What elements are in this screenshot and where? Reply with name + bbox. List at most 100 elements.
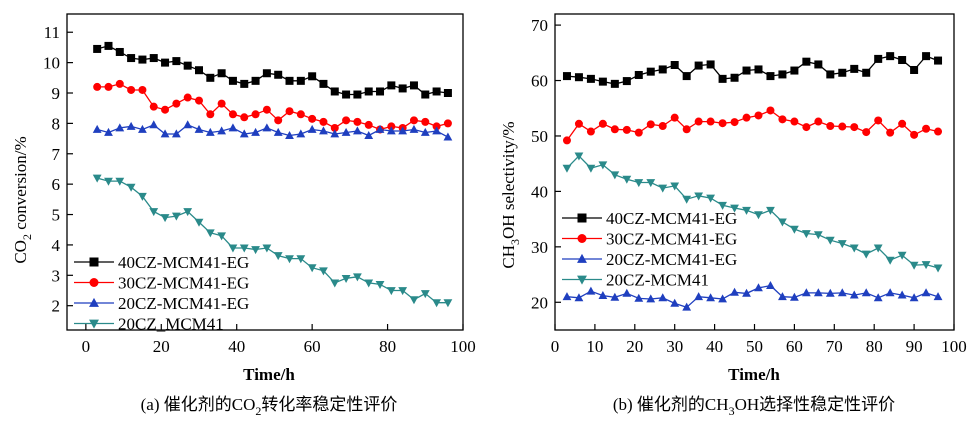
chart-1-series-2-point-29 — [909, 293, 919, 302]
chart-1-series-2-point-21 — [813, 288, 823, 297]
chart-0-series-2-point-28 — [409, 124, 419, 133]
chart-0-series-1-point-17 — [285, 107, 294, 116]
chart-1-series-3-point-14 — [730, 204, 739, 213]
chart-1-series-1-line — [566, 109, 939, 141]
chart-1-series-3-point-26 — [873, 244, 883, 253]
chart-1-series-0-point-9 — [670, 61, 679, 70]
chart-0-xtick-label-0: 0 — [82, 337, 91, 356]
chart-0-series-0-point-1 — [104, 41, 113, 50]
chart-0-series-1-point-24 — [364, 120, 373, 129]
chart-1-series-0-point-26 — [874, 54, 883, 63]
chart-0-series-0-point-12 — [228, 76, 237, 85]
chart-0-series-1-point-23 — [353, 117, 362, 126]
chart-0-series-2-point-21 — [330, 129, 340, 138]
chart-1-series-2-point-27 — [885, 288, 895, 297]
chart-0-series-2-point-12 — [228, 123, 238, 132]
chart-0-ytick-label-1: 3 — [52, 266, 61, 285]
chart-1-series-0-point-29 — [910, 65, 919, 74]
chart-1-ytick-label-3: 50 — [531, 127, 548, 146]
chart-0-series-3-point-12 — [228, 244, 238, 253]
chart-1-series-2-point-3 — [598, 291, 608, 300]
chart-1-series-1-point-1 — [574, 119, 583, 128]
chart-1-series-1-point-16 — [754, 111, 763, 120]
chart-0-xtick-label-3: 60 — [304, 337, 321, 356]
chart-1-series-1-point-2 — [586, 127, 595, 136]
chart-1-series-1-point-22 — [826, 121, 835, 130]
chart-1-series-3-point-9 — [670, 182, 680, 191]
chart-1-series-2-point-1 — [574, 293, 584, 302]
chart-a-caption: (a) 催化剂的CO2转化率稳定性评价 — [141, 395, 398, 418]
chart-0-series-2-point-25 — [375, 124, 385, 133]
chart-1-series-3-point-10 — [682, 195, 692, 204]
chart-0-series-0-point-3 — [127, 54, 136, 63]
chart-0-xtick-label-2: 40 — [228, 337, 245, 356]
chart-0-legend-marker-1 — [89, 278, 99, 287]
chart-1-series-2-point-25 — [861, 288, 871, 297]
chart-1-series-3-point-7 — [646, 179, 656, 188]
chart-1-series-3-point-27 — [885, 256, 895, 265]
chart-1-series-3-point-17 — [766, 206, 775, 215]
chart-0-ytick-label-8: 10 — [43, 54, 60, 73]
chart-1-series-1-point-4 — [610, 125, 619, 134]
chart-0-series-0-point-22 — [342, 90, 351, 99]
chart-1-series-2-point-8 — [658, 293, 668, 302]
chart-0-series-0-point-10 — [206, 73, 215, 82]
chart-1-series-3-point-15 — [742, 206, 751, 215]
chart-0-series-3-point-5 — [149, 208, 159, 217]
chart-0-series-2-point-11 — [217, 126, 227, 135]
chart-0-series-1-point-4 — [138, 85, 147, 94]
chart-1-series-3-point-25 — [861, 250, 871, 259]
chart-0-series-0-point-14 — [251, 76, 260, 85]
chart-0-series-2-point-17 — [285, 130, 294, 139]
chart-0-series-1-point-12 — [228, 110, 237, 119]
chart-0-series-1-point-31 — [443, 119, 452, 128]
chart-0-series-1-point-28 — [409, 116, 418, 125]
chart-1-series-0-point-4 — [610, 79, 619, 88]
chart-1-series-3-point-0 — [562, 164, 572, 173]
chart-0-series-2-point-27 — [398, 126, 408, 135]
chart-1-xtick-label-0: 0 — [551, 337, 560, 356]
chart-0-series-3-point-9 — [194, 218, 204, 227]
chart-0-series-0-point-23 — [353, 90, 362, 99]
chart-1-series-1-point-23 — [838, 122, 847, 131]
chart-a-axes: 0 20 40 60 80 100 2 3 4 5 6 7 8 9 10 11 — [43, 13, 476, 356]
chart-1-legend-marker-2 — [577, 253, 587, 263]
chart-1-series-3-point-12 — [706, 194, 716, 203]
chart-1-xtick-label-1: 10 — [586, 337, 603, 356]
chart-0-series-1-point-10 — [206, 110, 215, 119]
chart-1-series-1-point-28 — [898, 119, 907, 128]
chart-0-series-3-point-20 — [319, 267, 328, 276]
chart-1-series-0-point-24 — [850, 64, 859, 73]
chart-0-series-1-point-14 — [251, 110, 260, 119]
chart-1-ytick-label-0: 20 — [531, 293, 548, 312]
chart-0-series-3-point-6 — [160, 214, 170, 223]
chart-0-ytick-label-0: 2 — [52, 297, 61, 316]
chart-0-ytick-label-2: 4 — [52, 236, 61, 255]
chart-1-ytick-label-1: 30 — [531, 238, 548, 257]
chart-0-series-3-point-23 — [353, 273, 362, 282]
chart-0-series-3-point-13 — [239, 244, 249, 253]
chart-1-series-1-point-10 — [682, 125, 691, 134]
chart-0-series-2-point-5 — [149, 120, 159, 129]
chart-1-series-1-point-9 — [670, 113, 679, 122]
chart-co2-conversion: 0 20 40 60 80 100 2 3 4 5 6 7 8 9 10 11 40CZ-MCM41-EG 30… — [11, 13, 476, 418]
chart-1-series-3-point-22 — [825, 236, 835, 245]
chart-0-legend-label-3: 20CZ_MCM41 — [118, 315, 224, 334]
chart-1-series-1-point-13 — [718, 119, 727, 128]
chart-1-series-3-point-1 — [574, 152, 584, 161]
chart-1-series-1-point-11 — [694, 117, 703, 126]
chart-1-ytick-label-2: 40 — [531, 182, 548, 201]
chart-1-series-1-point-0 — [562, 136, 571, 145]
chart-0-ytick-label-6: 8 — [52, 114, 61, 133]
chart-ch3oh-selectivity: 0 10 20 30 40 50 60 70 80 90 100 20 30 40 50 60 70 40CZ-… — [499, 13, 967, 418]
chart-0-series-3-point-28 — [409, 296, 419, 305]
chart-0-ytick-label-5: 7 — [52, 145, 61, 164]
chart-0-series-3-point-3 — [126, 183, 136, 192]
chart-1-series-1-point-7 — [646, 120, 655, 129]
chart-1-series-3-point-5 — [622, 175, 632, 184]
chart-1-series-1-point-15 — [742, 113, 751, 122]
chart-1-series-0-point-15 — [742, 66, 751, 75]
chart-0-series-1-point-19 — [308, 114, 317, 123]
